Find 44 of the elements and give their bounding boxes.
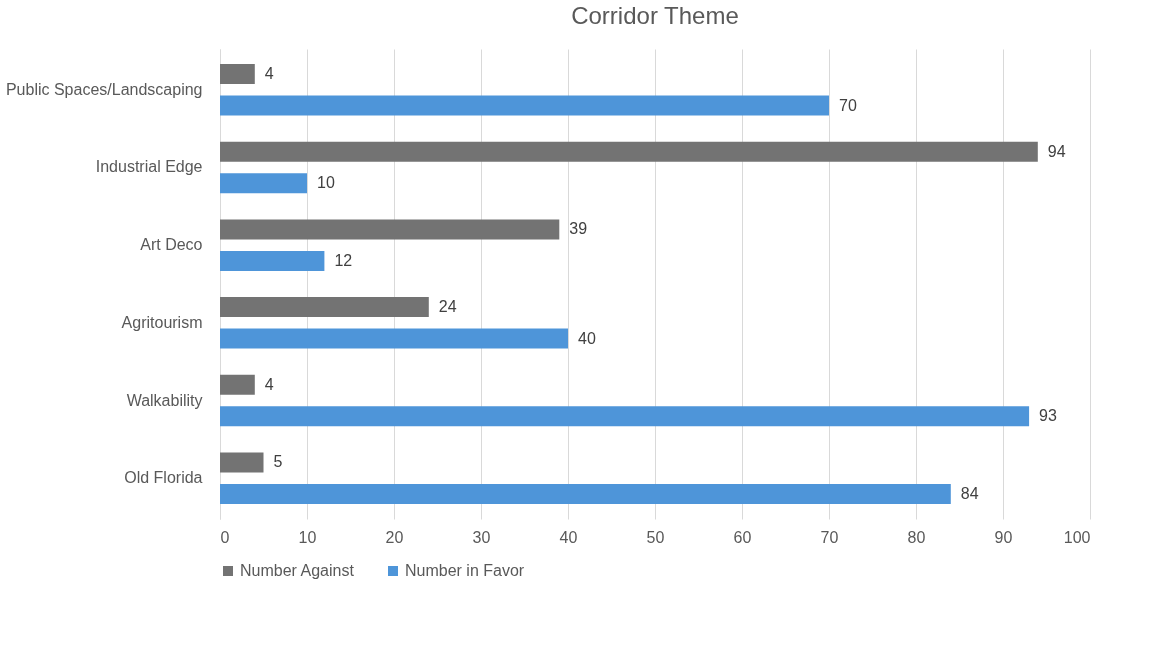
data-label: 70 (839, 96, 857, 114)
bar (220, 173, 307, 194)
data-label: 4 (264, 65, 274, 83)
bar (220, 219, 560, 240)
bar (220, 250, 325, 271)
legend-label: Number in Favor (405, 562, 525, 579)
bar (220, 141, 1038, 162)
x-tick-label: 30 (472, 528, 491, 546)
x-tick-label: 0 (220, 528, 230, 546)
data-label: 84 (960, 484, 979, 502)
bar (220, 452, 264, 473)
bar (220, 374, 255, 395)
data-label: 39 (569, 220, 588, 238)
data-label: 24 (438, 298, 457, 316)
y-tick-label: Art Deco (140, 236, 203, 254)
x-tick-label: 40 (559, 528, 578, 546)
data-label: 4 (264, 375, 274, 393)
legend-label: Number Against (240, 562, 355, 579)
bar (220, 95, 829, 116)
y-tick-label: Old Florida (124, 469, 203, 487)
chart-title: Corridor Theme (571, 2, 739, 29)
y-tick-label: Public Spaces/Landscaping (5, 80, 203, 98)
x-tick-label: 100 (1063, 528, 1091, 546)
x-tick-label: 60 (733, 528, 752, 546)
data-label: 10 (317, 174, 335, 192)
data-label: 12 (334, 251, 353, 269)
bar (220, 64, 255, 85)
x-tick-label: 10 (298, 528, 317, 546)
x-tick-label: 80 (907, 528, 926, 546)
x-tick-label: 50 (646, 528, 665, 546)
bar (220, 406, 1030, 427)
y-tick-label: Industrial Edge (95, 158, 203, 176)
bar (220, 483, 951, 504)
data-label: 5 (273, 453, 283, 471)
bar (220, 328, 568, 349)
data-label: 94 (1047, 142, 1066, 160)
data-label: 40 (578, 329, 596, 347)
x-tick-label: 70 (820, 528, 839, 546)
bar (220, 297, 429, 318)
x-tick-label: 90 (994, 528, 1013, 546)
x-tick-label: 20 (385, 528, 404, 546)
data-label: 93 (1039, 407, 1057, 425)
y-tick-label: Walkability (126, 391, 203, 409)
y-tick-label: Agritourism (121, 313, 203, 331)
